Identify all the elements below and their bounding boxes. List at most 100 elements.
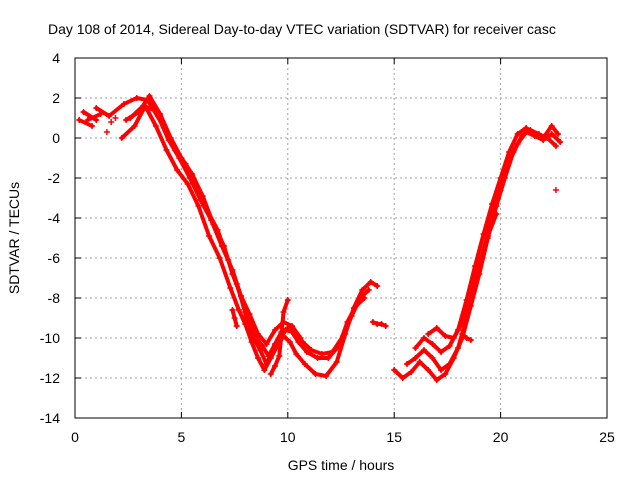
data-trace-segment <box>498 150 512 180</box>
y-tick-label: 0 <box>52 130 60 146</box>
data-trace-segment <box>507 142 520 164</box>
data-trace-segment <box>107 102 126 118</box>
data-trace-segment <box>287 340 299 356</box>
data-trace-segment <box>147 94 163 116</box>
x-tick-label: 0 <box>71 429 79 445</box>
data-point <box>233 323 240 329</box>
data-trace-segment <box>541 124 554 140</box>
data-trace-segment <box>247 312 261 336</box>
data-point <box>89 123 96 129</box>
data-point <box>382 323 389 329</box>
data-trace-segment <box>128 104 146 120</box>
data-trace-segment <box>243 310 256 336</box>
data-trace-segment <box>177 156 192 180</box>
data-point <box>557 139 564 145</box>
data-trace-segment <box>451 320 465 340</box>
data-trace-segment <box>121 96 139 106</box>
data-trace-segment <box>490 188 503 218</box>
data-point <box>555 131 562 137</box>
data-trace-segment <box>277 310 286 358</box>
data-trace-segment <box>341 314 354 338</box>
data-trace-segment <box>243 322 254 344</box>
y-tick-label: -6 <box>48 250 61 266</box>
data-trace-segment <box>145 98 160 118</box>
data-trace-segment <box>166 138 182 160</box>
data-trace-segment <box>324 360 339 378</box>
data-trace-segment <box>266 342 278 358</box>
y-tick-label: 4 <box>52 50 60 66</box>
data-trace-segment <box>230 268 243 298</box>
data-trace-segment <box>490 176 503 206</box>
series-track-c <box>84 103 372 359</box>
data-trace-segment <box>296 340 309 354</box>
data-trace-segment <box>460 292 473 324</box>
data-trace-segment <box>426 368 439 382</box>
series-fragments <box>229 187 559 377</box>
data-trace-segment <box>447 346 461 366</box>
data-trace-segment <box>249 340 261 360</box>
x-axis-label: GPS time / hours <box>288 457 395 473</box>
data-trace-segment <box>94 106 112 118</box>
data-trace-segment <box>430 356 444 372</box>
data-trace-segment <box>209 218 224 248</box>
data-point <box>297 335 304 341</box>
y-tick-label: -14 <box>40 410 60 426</box>
data-trace-segment <box>549 132 563 144</box>
data-point <box>552 143 559 149</box>
y-tick-label: -12 <box>40 370 60 386</box>
data-trace-segment <box>207 234 222 260</box>
data-trace-segment <box>175 168 190 186</box>
data-trace-segment <box>119 124 137 140</box>
series-track-d <box>93 95 304 347</box>
series-track-h <box>425 211 500 341</box>
data-trace-segment <box>473 232 486 268</box>
y-tick-label: -2 <box>48 170 61 186</box>
chart-title: Day 108 of 2014, Sidereal Day-to-day VTE… <box>48 21 556 37</box>
y-axis-ticks: -14 -12 -10 -8 -6 -4 -2 0 2 4 <box>40 50 607 426</box>
data-trace-segment <box>413 336 426 350</box>
data-trace-segment <box>498 160 512 192</box>
data-point <box>284 297 291 303</box>
data-trace-segment <box>217 256 233 290</box>
data-trace-segment <box>155 114 171 142</box>
x-tick-label: 15 <box>386 429 402 445</box>
data-trace-segment <box>153 124 169 152</box>
data-trace-segment <box>187 176 203 202</box>
x-tick-label: 10 <box>280 429 296 445</box>
data-point <box>103 129 110 135</box>
data-trace-segment <box>77 118 95 128</box>
data-trace-segment <box>477 234 490 266</box>
plot-frame <box>74 57 608 419</box>
data-trace-segment <box>290 324 303 340</box>
data-series <box>76 93 564 383</box>
data-trace-segment <box>251 332 265 348</box>
x-tick-label: 20 <box>493 429 509 445</box>
y-tick-label: -4 <box>48 210 61 226</box>
data-trace-segment <box>515 130 529 146</box>
data-trace-segment <box>219 244 235 272</box>
data-trace-segment <box>264 328 278 346</box>
data-trace-segment <box>238 294 252 316</box>
data-trace-segment <box>302 362 318 376</box>
data-trace-segment <box>468 262 482 296</box>
data-trace-segment <box>132 104 148 128</box>
y-tick-label: -8 <box>48 290 61 306</box>
data-trace-segment <box>256 332 269 346</box>
data-trace-segment <box>251 336 263 352</box>
data-point <box>467 337 474 343</box>
x-tick-label: 5 <box>178 429 186 445</box>
data-trace-segment <box>349 296 363 318</box>
data-trace-segment <box>545 136 558 148</box>
y-tick-label: 2 <box>52 90 60 106</box>
data-trace-segment <box>358 288 371 300</box>
data-trace-segment <box>185 182 201 208</box>
data-trace-segment <box>485 212 499 238</box>
data-trace-segment <box>85 112 103 122</box>
data-trace-segment <box>409 360 422 374</box>
data-trace-segment <box>228 286 241 312</box>
data-trace-segment <box>481 202 495 236</box>
data-trace-segment <box>304 350 320 360</box>
y-axis-label: SDTVAR / TECUs <box>6 182 22 294</box>
data-trace-segment <box>198 198 214 222</box>
